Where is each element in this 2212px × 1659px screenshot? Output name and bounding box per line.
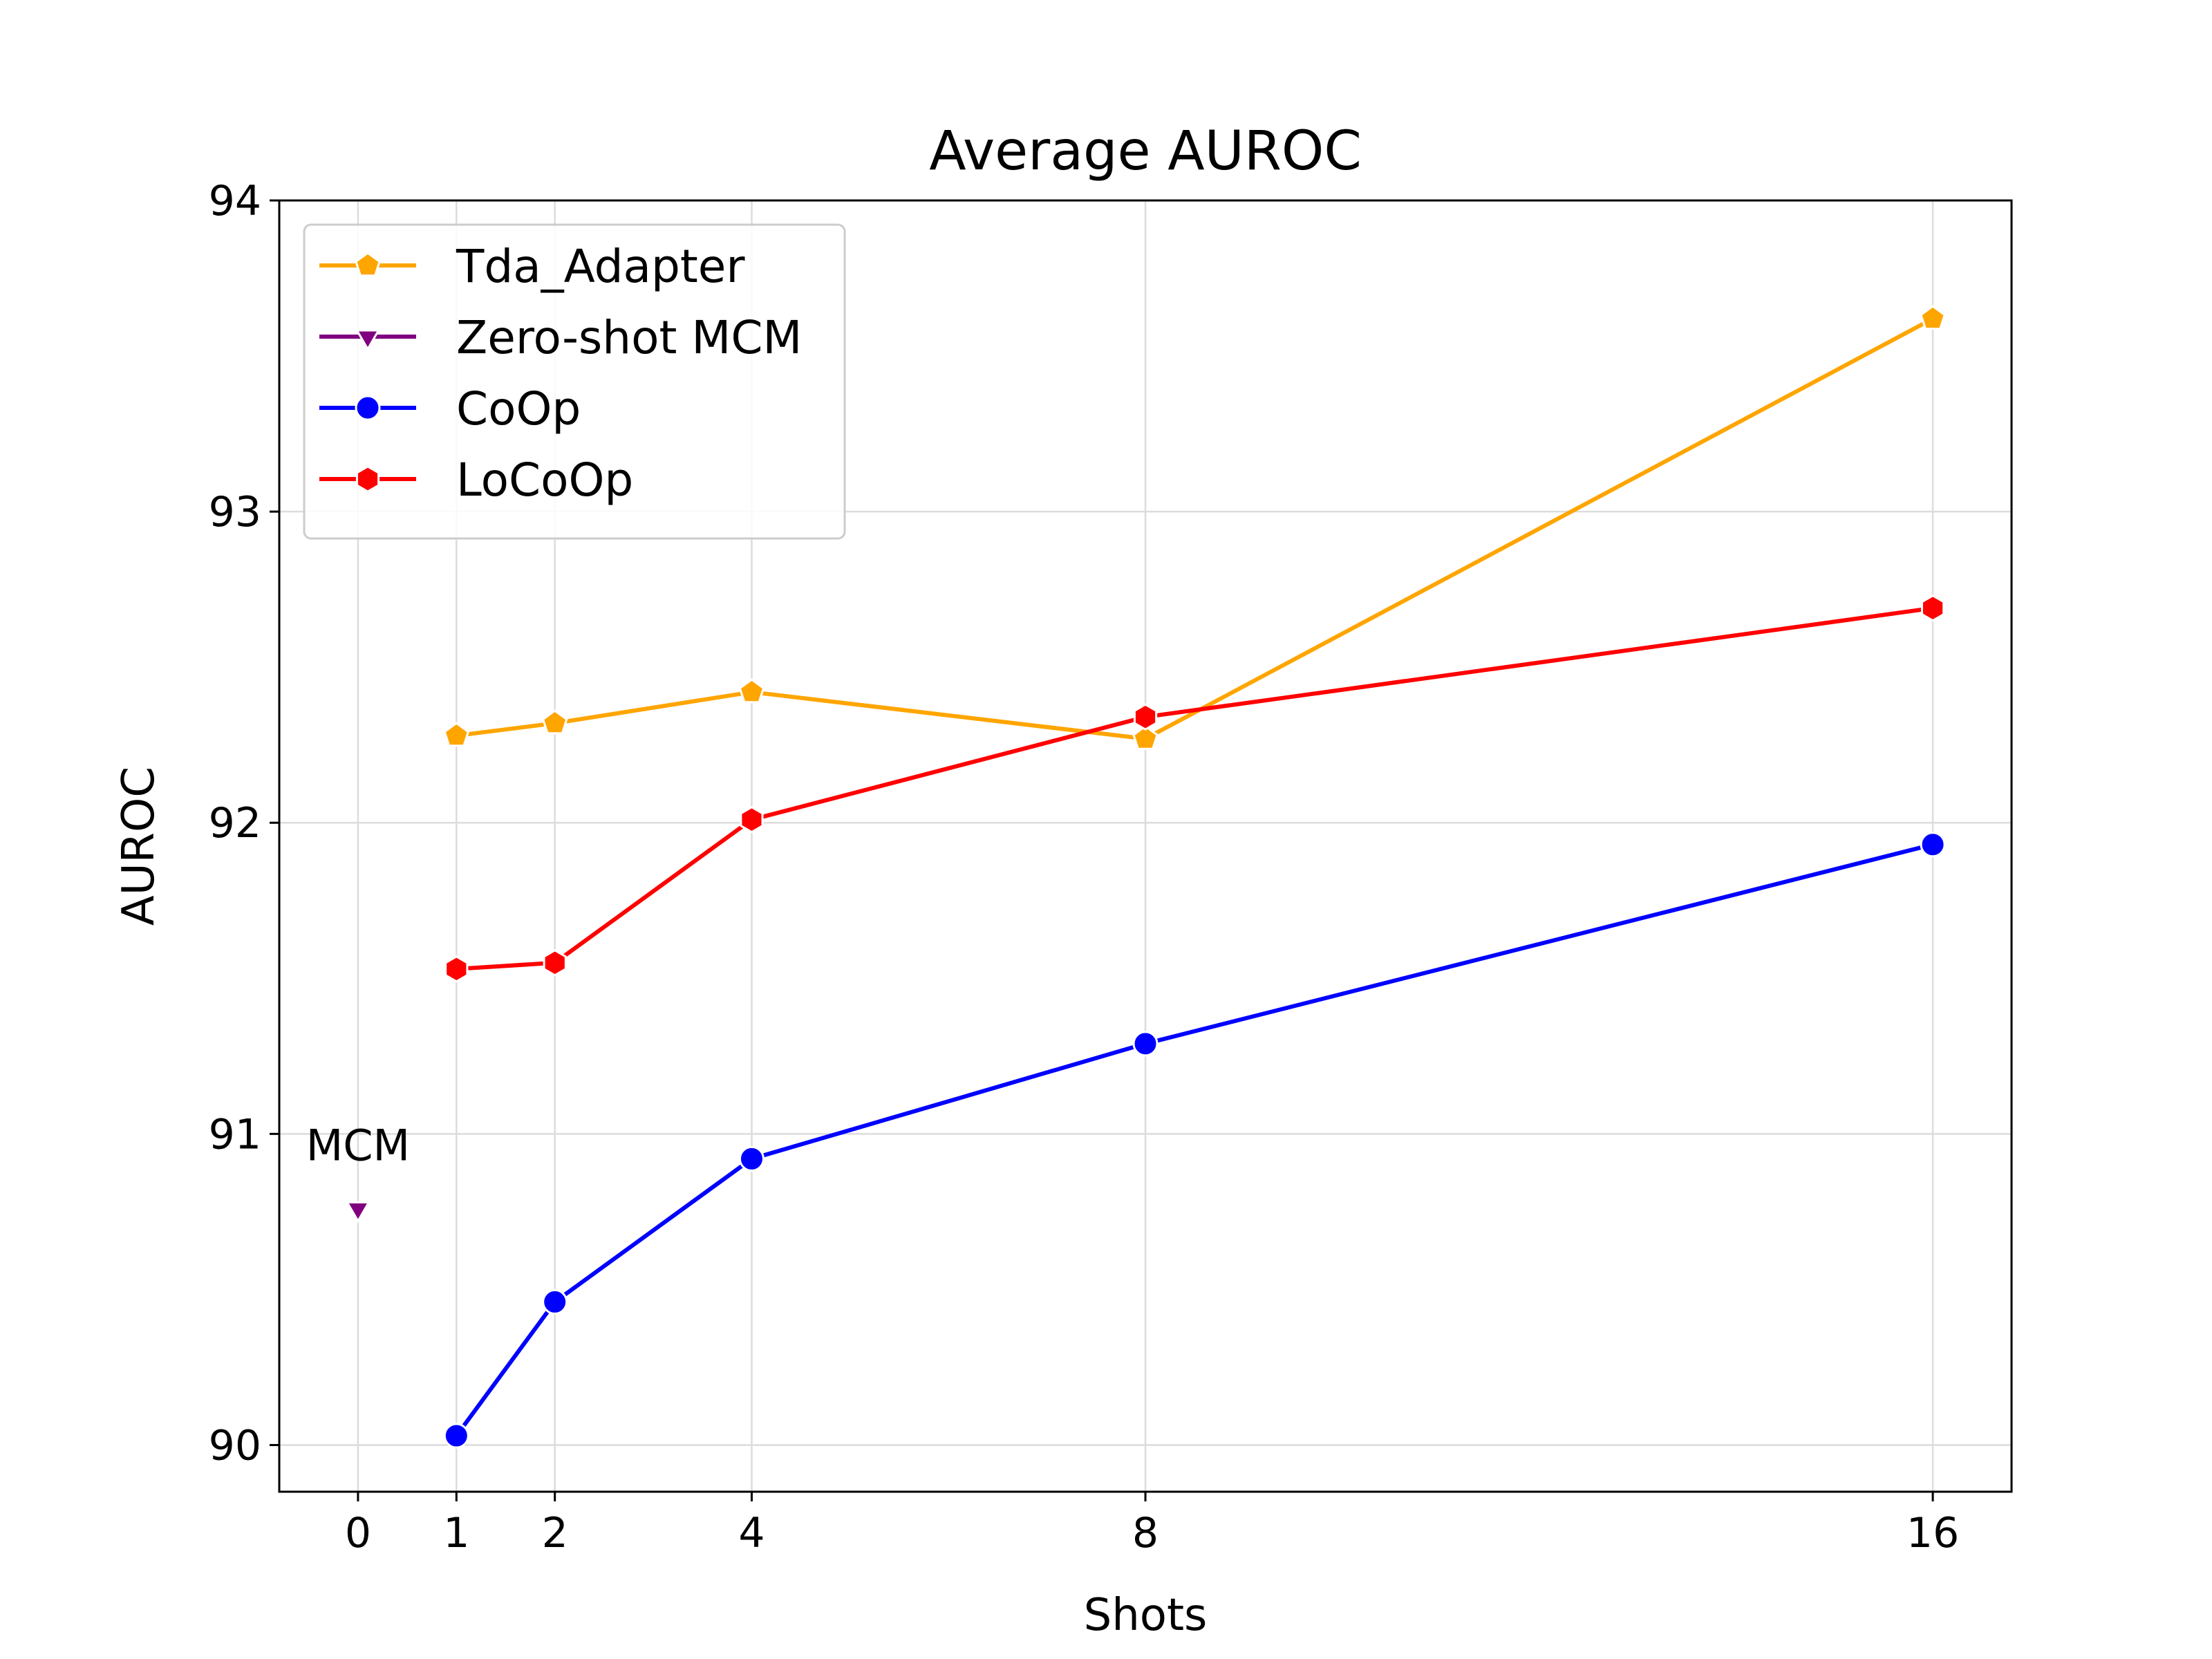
- coop-line: [454, 842, 1933, 1437]
- locoop-point: [740, 805, 764, 834]
- locoop-point: [1921, 594, 1945, 622]
- locoop-point: [543, 949, 567, 977]
- legend-marker: [355, 329, 381, 351]
- legend-label: Tda_Adapter: [456, 240, 745, 293]
- coop-point: [1132, 1031, 1159, 1057]
- legend-item-tda-adapter: Tda_Adapter: [319, 240, 745, 293]
- legend: Tda_Adapter Zero-shot MCM CoOp LoCoOp: [303, 223, 846, 540]
- legend-marker: [355, 395, 381, 421]
- chart-title: Average AUROC: [929, 120, 1362, 182]
- coop-point: [1920, 832, 1946, 858]
- legend-item-zero-shot-mcm: Zero-shot MCM: [319, 311, 802, 364]
- series-locoop: [444, 594, 1945, 983]
- axis-ticks: 0 1 2 4 8 16 90 91 92 93 94: [209, 177, 1960, 1557]
- legend-box: [303, 223, 846, 540]
- series-layer: [345, 305, 1946, 1449]
- y-tick-label: 91: [209, 1110, 261, 1159]
- coop-point: [443, 1423, 469, 1449]
- legend-item-locoop: LoCoOp: [319, 453, 633, 507]
- tda-adapter-point: [541, 709, 568, 735]
- locoop-point: [1133, 703, 1158, 731]
- series-tda-adapter: [443, 305, 1946, 750]
- coop-point: [738, 1145, 765, 1172]
- x-tick-label: 0: [345, 1509, 371, 1557]
- y-axis-label: AUROC: [113, 767, 165, 926]
- annotations: MCM: [306, 1120, 410, 1170]
- tda-adapter-point: [1132, 724, 1159, 750]
- x-tick-label: 8: [1132, 1509, 1159, 1557]
- legend-item-coop: CoOp: [319, 382, 581, 435]
- series-coop: [443, 832, 1946, 1449]
- x-tick-label: 4: [738, 1509, 765, 1557]
- x-tick-label: 16: [1906, 1509, 1959, 1557]
- x-tick-label: 1: [443, 1509, 469, 1557]
- x-axis-label: Shots: [1084, 1590, 1208, 1641]
- tda-adapter-point: [1920, 305, 1946, 330]
- locoop-point: [444, 955, 469, 983]
- tda-adapter-point: [443, 722, 470, 747]
- y-tick-label: 90: [209, 1421, 261, 1470]
- x-tick-label: 2: [542, 1509, 568, 1557]
- legend-marker: [355, 252, 381, 277]
- annotation-label: MCM: [306, 1120, 410, 1170]
- y-tick-label: 93: [209, 488, 261, 536]
- legend-label: LoCoOp: [456, 453, 633, 507]
- y-tick-label: 92: [209, 799, 261, 847]
- legend-label: Zero-shot MCM: [456, 311, 802, 364]
- y-tick-label: 94: [209, 177, 261, 225]
- legend-label: CoOp: [456, 382, 581, 435]
- zero-shot-mcm-point: [345, 1201, 371, 1224]
- legend-marker: [355, 465, 380, 493]
- tda-adapter-point: [738, 678, 765, 704]
- locoop-line: [456, 606, 1933, 971]
- coop-point: [542, 1288, 568, 1315]
- series-zero-shot-mcm: [345, 1201, 371, 1224]
